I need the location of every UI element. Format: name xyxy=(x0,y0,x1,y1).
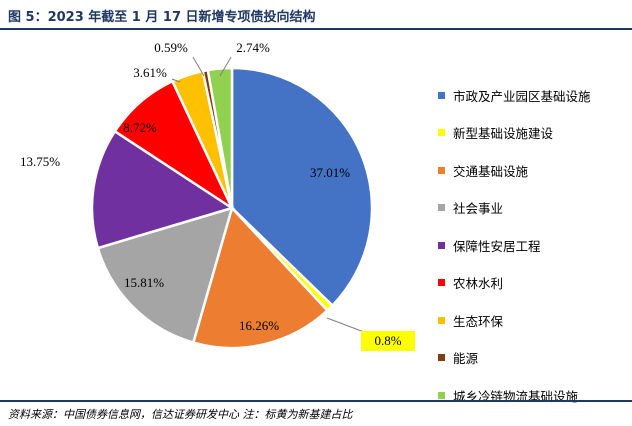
legend-swatch xyxy=(438,204,445,211)
legend-item: 新型基础设施建设 xyxy=(438,124,628,142)
legend-item: 城乡冷链物流基础设施 xyxy=(438,386,628,404)
leader-line xyxy=(219,56,232,77)
highlight-label-box xyxy=(361,331,415,351)
legend-item: 社会事业 xyxy=(438,199,628,217)
legend-label: 生态环保 xyxy=(453,313,504,329)
figure-source-note: 资料来源：中国债券信息网，信达证券研发中心 注：标黄为新基建占比 xyxy=(0,400,632,426)
legend-swatch xyxy=(438,91,445,99)
legend-item: 农林水利 xyxy=(438,274,628,292)
slice-value-label: 2.74% xyxy=(236,40,270,55)
slice-value-label: 3.61% xyxy=(133,65,167,80)
legend-item: 能源 xyxy=(438,349,628,367)
legend-label: 农林水利 xyxy=(453,276,504,291)
legend-label: 交通基础设施 xyxy=(453,163,529,179)
legend-label: 能源 xyxy=(453,351,479,366)
pie-chart-svg: 37.01% 0.8% 16.26% 15.81% 13.75% 8.72% 3.61% 0.… xyxy=(20,40,415,351)
slice-value-label: 16.26% xyxy=(239,318,279,333)
figure-title: 图 5：2023 年截至 1 月 17 日新增专项债投向结构 xyxy=(0,0,632,30)
legend-label: 城乡冷链物流基础设施 xyxy=(453,388,579,404)
legend-item: 生态环保 xyxy=(438,311,628,329)
pie-slice xyxy=(191,205,330,350)
legend-label: 社会事业 xyxy=(453,201,504,216)
legend-label: 新型基础设施建设 xyxy=(453,126,554,141)
pie-slice xyxy=(96,206,234,345)
slice-value-label: 8.72% xyxy=(123,120,157,135)
leader-line xyxy=(171,78,181,83)
slice-value-label: 0.8% xyxy=(374,333,401,348)
legend-swatch xyxy=(438,354,445,361)
legend-item: 市政及产业园区基础设施 xyxy=(438,86,628,104)
slice-value-label: 0.59% xyxy=(154,40,188,55)
slice-value-label: 15.81% xyxy=(124,275,164,290)
chart-legend: 市政及产业园区基础设施 新型基础设施建设 交通基础设施 社会事业保障性安居工程 农林水利… xyxy=(438,86,628,424)
legend-swatch xyxy=(438,129,445,136)
legend-swatch xyxy=(438,241,445,249)
legend-swatch xyxy=(438,391,445,399)
pie-slice xyxy=(206,66,234,209)
legend-item: 交通基础设施 xyxy=(438,161,628,179)
legend-label: 市政及产业园区基础设施 xyxy=(453,88,591,104)
pie-chart: 37.01% 0.8% 16.26% 15.81% 13.75% 8.72% 3.61% 0.… xyxy=(0,32,632,404)
pie-slice xyxy=(230,66,374,308)
legend-swatch xyxy=(438,316,445,324)
leader-line xyxy=(192,56,205,77)
slice-value-label: 13.75% xyxy=(20,154,60,169)
slice-value-label: 37.01% xyxy=(310,165,350,180)
legend-swatch xyxy=(438,279,445,286)
pie-slice xyxy=(90,129,235,250)
legend-swatch xyxy=(438,166,445,174)
legend-label: 保障性安居工程 xyxy=(453,238,541,254)
legend-item: 保障性安居工程 xyxy=(438,236,628,254)
